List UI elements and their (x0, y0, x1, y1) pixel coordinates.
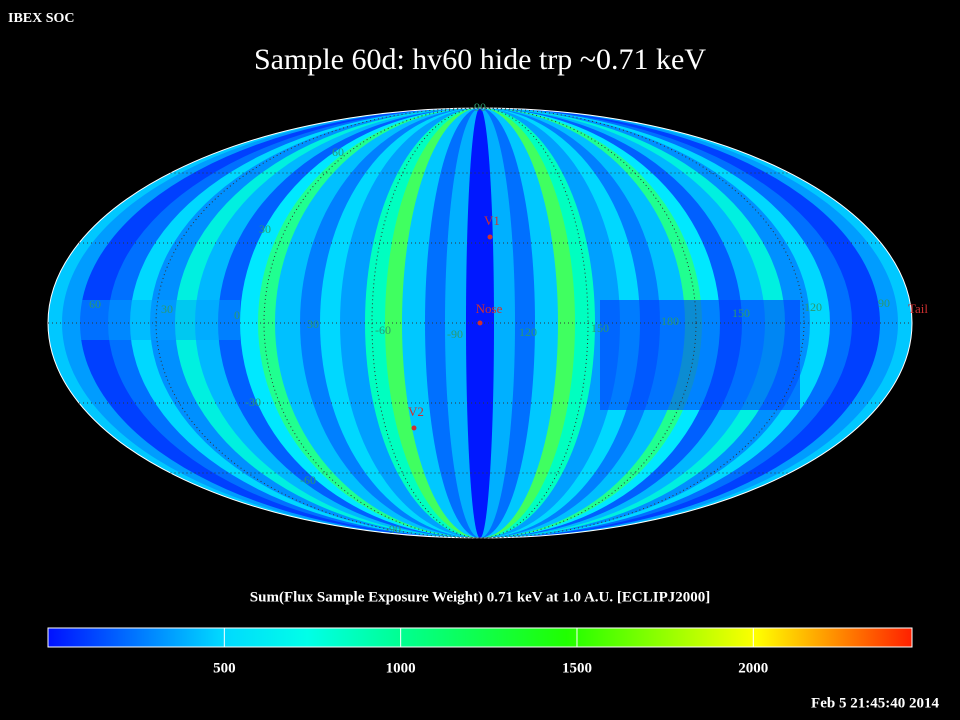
grid-label: 150 (732, 306, 750, 320)
grid-label: -90 (385, 522, 401, 536)
grid-label: -60 (375, 323, 391, 337)
marker-dot (487, 234, 493, 240)
grid-label: 60 (332, 145, 344, 159)
timestamp: Feb 5 21:45:40 2014 (811, 695, 939, 711)
grid-label: 180 (661, 314, 679, 328)
source-label: IBEX SOC (8, 11, 75, 26)
sky-map (48, 108, 912, 538)
grid-label: -30 (245, 395, 261, 409)
colorbar-title: Sum(Flux Sample Exposure Weight) 0.71 ke… (250, 589, 710, 605)
grid-label: 150 (591, 321, 609, 335)
grid-label: 120 (519, 325, 537, 339)
grid-label: -90 (447, 327, 463, 341)
marker-label: Nose (476, 301, 503, 316)
colorbar (47, 627, 913, 648)
marker-dot (477, 320, 483, 326)
marker-dot (411, 425, 417, 431)
sky-patch (600, 300, 800, 410)
colorbar-tick-label: 500 (213, 660, 236, 676)
marker-label: V2 (408, 404, 424, 419)
grid-label: 90 (474, 100, 486, 114)
colorbar-tick-label: 1500 (562, 660, 592, 676)
colorbar-tick-label: 1000 (386, 660, 416, 676)
grid-label: 60 (89, 297, 101, 311)
map-title: Sample 60d: hv60 hide trp ~0.71 keV (254, 43, 706, 76)
colorbar-tick-label: 2000 (738, 660, 768, 676)
marker-label: Tail (908, 301, 928, 316)
grid-label: 0 (234, 308, 240, 322)
grid-label: 30 (161, 302, 173, 316)
grid-label: -60 (300, 473, 316, 487)
grid-label: 30 (307, 317, 319, 331)
grid-label: 30 (259, 222, 271, 236)
marker-label: V1 (484, 213, 500, 228)
grid-label: 120 (804, 300, 822, 314)
sky-patch (80, 300, 240, 340)
grid-label: 90 (878, 296, 890, 310)
